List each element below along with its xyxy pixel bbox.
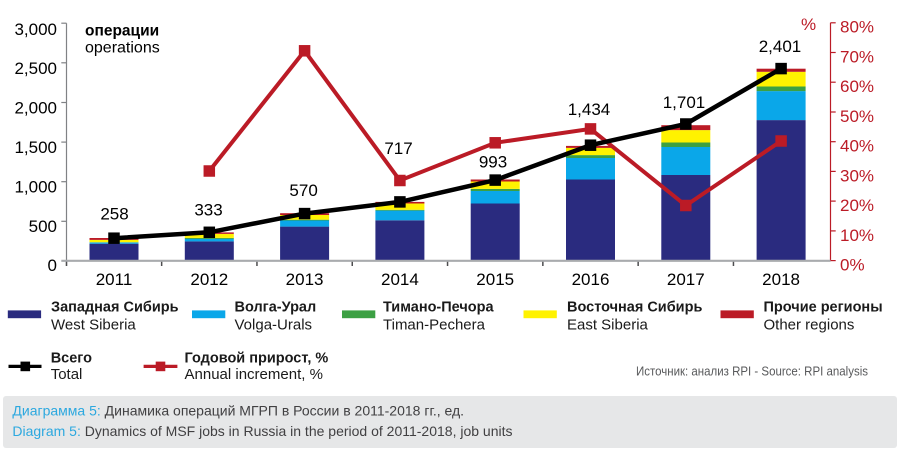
svg-text:2017: 2017	[667, 270, 705, 289]
svg-text:Тимано-Печора: Тимано-Печора	[383, 300, 495, 316]
svg-text:2012: 2012	[190, 270, 228, 289]
svg-text:717: 717	[384, 139, 412, 158]
svg-text:East Siberia: East Siberia	[567, 317, 649, 334]
svg-text:Диаграмма 5: Динамика операций: Диаграмма 5: Динамика операций МГРП в Ро…	[12, 402, 464, 418]
svg-text:2,500: 2,500	[14, 59, 57, 78]
svg-text:Волга-Урал: Волга-Урал	[235, 300, 317, 316]
svg-text:2,000: 2,000	[14, 99, 57, 118]
svg-text:1,000: 1,000	[14, 177, 57, 196]
svg-text:80%: 80%	[840, 18, 874, 37]
svg-text:Diagram 5: Dynamics of MSF job: Diagram 5: Dynamics of MSF jobs in Russi…	[12, 423, 512, 439]
svg-text:500: 500	[29, 217, 57, 236]
svg-text:70%: 70%	[840, 47, 874, 66]
svg-text:2,401: 2,401	[759, 37, 802, 56]
svg-text:1,701: 1,701	[663, 93, 706, 112]
svg-text:40%: 40%	[840, 137, 874, 156]
svg-text:Восточная Сибирь: Восточная Сибирь	[567, 300, 702, 316]
svg-text:операции: операции	[85, 22, 159, 39]
svg-text:West Siberia: West Siberia	[51, 317, 136, 334]
svg-text:Всего: Всего	[51, 351, 92, 367]
svg-text:2016: 2016	[572, 270, 610, 289]
svg-text:0%: 0%	[840, 256, 865, 275]
svg-text:570: 570	[289, 181, 317, 200]
svg-text:2015: 2015	[476, 270, 514, 289]
svg-text:1,500: 1,500	[14, 138, 57, 157]
svg-text:993: 993	[479, 153, 507, 172]
svg-text:258: 258	[100, 205, 128, 224]
svg-text:Annual increment, %: Annual increment, %	[185, 366, 323, 383]
svg-text:1,434: 1,434	[568, 100, 611, 119]
svg-text:3,000: 3,000	[14, 20, 57, 39]
svg-text:operations: operations	[85, 39, 160, 56]
svg-text:Total: Total	[51, 366, 83, 383]
svg-text:Volga-Urals: Volga-Urals	[235, 317, 313, 334]
svg-text:Timan-Pechera: Timan-Pechera	[383, 317, 486, 334]
svg-text:2013: 2013	[286, 270, 324, 289]
svg-text:Other regions: Other regions	[764, 317, 855, 334]
svg-text:333: 333	[194, 201, 222, 220]
svg-text:30%: 30%	[840, 166, 874, 185]
svg-text:10%: 10%	[840, 226, 874, 245]
svg-text:2018: 2018	[762, 270, 800, 289]
svg-text:Источник: анализ RPI - Source:: Источник: анализ RPI - Source: RPI analy…	[636, 364, 868, 379]
svg-text:2011: 2011	[96, 270, 133, 289]
svg-text:60%: 60%	[840, 77, 874, 96]
svg-text:%: %	[801, 15, 816, 34]
svg-text:20%: 20%	[840, 196, 874, 215]
svg-text:2014: 2014	[381, 270, 419, 289]
svg-text:Западная Сибирь: Западная Сибирь	[51, 300, 179, 316]
svg-text:Годовой прирост, %: Годовой прирост, %	[185, 351, 329, 367]
svg-text:0: 0	[48, 256, 57, 275]
svg-text:Прочие регионы: Прочие регионы	[764, 300, 883, 316]
svg-text:50%: 50%	[840, 107, 874, 126]
